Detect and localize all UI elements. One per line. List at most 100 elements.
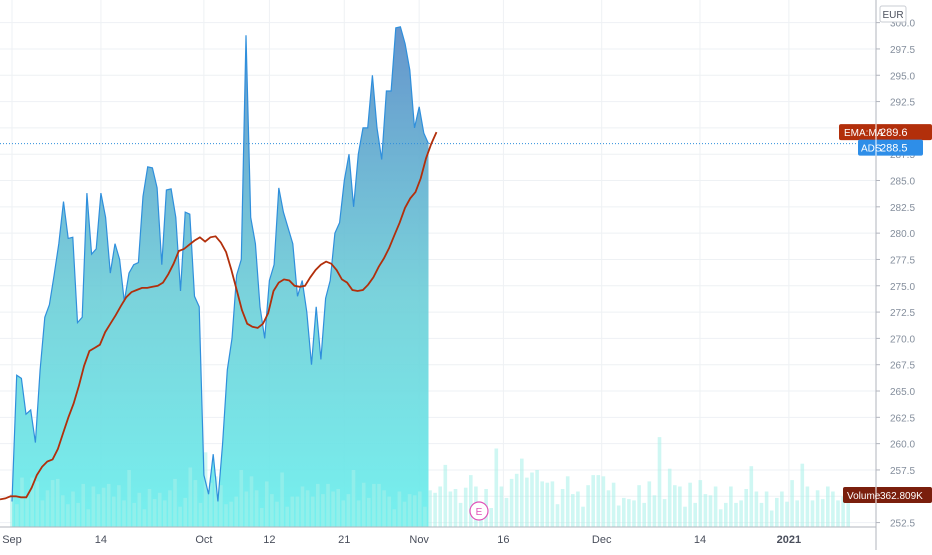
volume-bar — [66, 504, 70, 527]
volume-bar — [152, 499, 157, 527]
volume-bar — [841, 496, 845, 527]
y-tick-label: 287.5 — [890, 150, 915, 161]
x-tick-label: 16 — [497, 534, 509, 546]
x-tick-label: 14 — [95, 534, 107, 546]
volume-bar — [652, 495, 657, 527]
price-area-fill — [12, 26, 429, 528]
volume-bar — [520, 458, 524, 527]
volume-bar — [35, 481, 40, 527]
volume-bar — [734, 502, 738, 527]
volume-bar — [708, 495, 713, 527]
y-tick-label: 270.0 — [890, 334, 915, 345]
y-tick-label: 272.5 — [890, 308, 915, 319]
volume-bar — [795, 500, 799, 527]
volume-bar — [25, 496, 29, 527]
volume-bar — [290, 496, 295, 527]
volume-bar — [101, 487, 106, 527]
volume-bar — [591, 475, 595, 527]
volume-bar — [331, 491, 335, 527]
volume-bar — [203, 452, 208, 527]
price-label-box — [858, 139, 923, 156]
volume-bar — [525, 477, 529, 527]
volume-bar — [718, 509, 723, 527]
volume-bar — [703, 494, 708, 527]
price-line — [0, 26, 876, 502]
volume-bar — [10, 494, 14, 527]
y-tick-label: 277.5 — [890, 255, 915, 266]
volume-bar — [183, 497, 187, 527]
volume-bar — [453, 489, 458, 527]
volume-bar — [316, 483, 320, 527]
volume-name-label: Volume — [847, 491, 881, 502]
volume-bar — [428, 490, 432, 527]
volume-bar — [208, 482, 213, 527]
volume-bar — [147, 489, 152, 527]
volume-bar — [581, 506, 585, 527]
volume-bar — [346, 494, 351, 527]
volume-bar — [739, 500, 743, 527]
volume-bar — [576, 491, 580, 527]
volume-bar — [310, 496, 315, 527]
volume-bar — [606, 490, 611, 527]
volume-bar — [764, 491, 769, 527]
volume-bar — [275, 501, 279, 527]
volume-bar — [693, 502, 697, 527]
x-tick-label: 2021 — [777, 534, 801, 546]
volume-bar — [214, 476, 218, 527]
volume-bar — [678, 486, 682, 527]
volume-bar — [397, 491, 402, 527]
volume-bar — [627, 499, 631, 527]
volume-bar — [321, 494, 325, 527]
y-tick-label: 300.0 — [890, 19, 915, 30]
volume-bar — [616, 505, 621, 527]
volume-bar — [683, 506, 687, 527]
x-tick-label: 21 — [338, 534, 350, 546]
volume-bar — [688, 482, 692, 527]
volume-bar — [831, 491, 835, 527]
y-tick-label: 252.5 — [890, 519, 915, 530]
volume-bar — [142, 509, 147, 527]
volume-bar — [55, 478, 60, 527]
earnings-marker-icon[interactable] — [469, 501, 489, 521]
volume-bar — [418, 491, 422, 527]
volume-bar — [637, 485, 641, 527]
volume-bar — [448, 491, 453, 527]
volume-bar — [198, 502, 203, 527]
volume-bar — [402, 501, 407, 527]
y-tick-label: 265.0 — [890, 387, 915, 398]
volume-bar — [463, 487, 468, 527]
volume-bar — [535, 470, 539, 527]
volume-bar — [458, 502, 463, 527]
volume-bar — [361, 482, 366, 527]
volume-bar — [40, 500, 45, 527]
volume-bar — [193, 480, 198, 527]
volume-bar — [137, 492, 142, 527]
volume-bar — [504, 497, 509, 527]
volume-bar — [249, 476, 254, 527]
currency-box[interactable] — [879, 5, 907, 23]
volume-bar — [565, 476, 570, 527]
volume-bar — [50, 480, 55, 527]
x-tick-label: 14 — [694, 534, 706, 546]
volume-bar — [20, 477, 24, 527]
volume-bar — [820, 499, 825, 527]
y-tick-label: 275.0 — [890, 282, 915, 293]
x-tick-label: Dec — [592, 534, 612, 546]
volume-bar — [71, 491, 75, 527]
x-tick-label: Sep — [2, 534, 22, 546]
volume-bar — [494, 448, 499, 527]
volume-bar — [499, 486, 504, 527]
price-value-label: 288.5 — [880, 143, 908, 155]
volume-bar — [372, 483, 376, 527]
currency-label: EUR — [882, 10, 903, 21]
volume-bar — [642, 502, 646, 527]
volume-bar — [382, 490, 386, 527]
volume-bar — [219, 485, 223, 527]
volume-bar — [443, 464, 448, 527]
y-tick-label: 282.5 — [890, 203, 915, 214]
x-tick-label: 12 — [263, 534, 275, 546]
volume-bar — [560, 489, 565, 527]
volume-bar — [178, 506, 182, 527]
